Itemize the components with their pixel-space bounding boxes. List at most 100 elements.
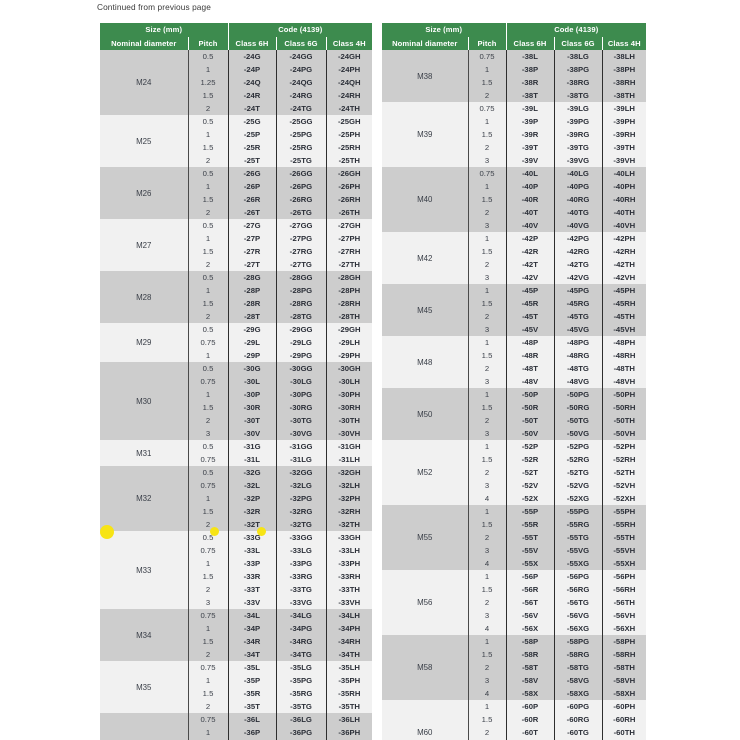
table-row[interactable]: 2 -50T -50TG -50TH bbox=[382, 414, 647, 427]
table-row[interactable]: 1.5 -52R -52RG -52RH bbox=[382, 453, 647, 466]
table-row[interactable]: 1 -29P -29PG -29PH bbox=[100, 349, 373, 362]
table-row[interactable]: 1.5 -40R -40RG -40RH bbox=[382, 193, 647, 206]
table-row[interactable]: 3 -48V -48VG -48VH bbox=[382, 375, 647, 388]
table-row[interactable]: 1.5 -55R -55RG -55RH bbox=[382, 518, 647, 531]
table-row[interactable]: 2 -40T -40TG -40TH bbox=[382, 206, 647, 219]
table-row[interactable]: M29 0.5 -29G -29GG -29GH bbox=[100, 323, 373, 362]
table-row[interactable]: 4 -55X -55XG -55XH bbox=[382, 557, 647, 570]
table-row[interactable]: M58 1 -58P -58PG -58PH bbox=[382, 635, 647, 700]
table-row[interactable]: 3 -42V -42VG -42VH bbox=[382, 271, 647, 284]
table-row[interactable]: 2 -48T -48TG -48TH bbox=[382, 362, 647, 375]
table-row[interactable]: 2 -38T -38TG -38TH bbox=[382, 89, 647, 102]
table-row[interactable]: 1.5 -48R -48RG -48RH bbox=[382, 349, 647, 362]
table-row[interactable]: 4 -52X -52XG -52XH bbox=[382, 492, 647, 505]
table-row[interactable]: 1.25 -24Q -24QG -24QH bbox=[100, 76, 373, 89]
table-row[interactable]: 1.5 -33R -33RG -33RH bbox=[100, 570, 373, 583]
table-row[interactable]: 2 -26T -26TG -26TH bbox=[100, 206, 373, 219]
table-row[interactable]: 0.75 -29L -29LG -29LH bbox=[100, 336, 373, 349]
table-row[interactable]: 1.5 -38R -38RG -38RH bbox=[382, 76, 647, 89]
table-row[interactable]: 1.5 -30R -30RG -30RH bbox=[100, 401, 373, 414]
table-row[interactable]: 1 -26P -26PG -26PH bbox=[100, 180, 373, 193]
highlight-marker-class6h-33p[interactable] bbox=[257, 527, 266, 536]
table-row[interactable]: 1 -40P -40PG -40PH bbox=[382, 180, 647, 193]
table-row[interactable]: 3 -55V -55VG -55VH bbox=[382, 544, 647, 557]
table-row[interactable]: 2 -55T -55TG -55TH bbox=[382, 531, 647, 544]
table-row[interactable]: 1 -24P -24PG -24PH bbox=[100, 63, 373, 76]
table-row[interactable]: M52 1 -52P -52PG -52PH bbox=[382, 440, 647, 505]
table-row[interactable]: 2 -56T -56TG -56TH bbox=[382, 596, 647, 609]
table-row[interactable]: M40 0.75 -40L -40LG -40LH bbox=[382, 167, 647, 232]
table-row[interactable]: 2 -25T -25TG -25TH bbox=[100, 154, 373, 167]
table-row[interactable]: 2 -35T -35TG -35TH bbox=[100, 700, 373, 713]
table-row[interactable]: 2 -45T -45TG -45TH bbox=[382, 310, 647, 323]
table-row[interactable]: M360.75-36L-36LG-36LH bbox=[100, 713, 373, 740]
table-row[interactable]: 1.5 -32R -32RG -32RH bbox=[100, 505, 373, 518]
table-row[interactable]: 1.5 -35R -35RG -35RH bbox=[100, 687, 373, 700]
table-row[interactable]: 4 -56X -56XG -56XH bbox=[382, 622, 647, 635]
table-row[interactable]: M32 0.5 -32G -32GG -32GH bbox=[100, 466, 373, 531]
highlight-marker-row-m33[interactable] bbox=[100, 525, 114, 539]
table-row[interactable]: 1.5 -28R -28RG -28RH bbox=[100, 297, 373, 310]
table-row[interactable]: 2 -33T -33TG -33TH bbox=[100, 583, 373, 596]
table-row[interactable]: 1 -33P -33PG -33PH bbox=[100, 557, 373, 570]
table-row[interactable]: 1.5 -56R -56RG -56RH bbox=[382, 583, 647, 596]
table-row[interactable]: 2 -42T -42TG -42TH bbox=[382, 258, 647, 271]
table-row[interactable]: M27 0.5 -27G -27GG -27GH bbox=[100, 219, 373, 271]
table-row[interactable]: 0.75 -31L -31LG -31LH bbox=[100, 453, 373, 466]
table-row[interactable]: 1 -38P -38PG -38PH bbox=[382, 63, 647, 76]
table-row[interactable]: 2 -60T -60TG -60TH bbox=[382, 726, 647, 739]
table-row[interactable]: M26 0.5 -26G -26GG -26GH bbox=[100, 167, 373, 219]
table-row[interactable]: M56 1 -56P -56PG -56PH bbox=[382, 570, 647, 635]
table-row[interactable]: 2 -39T -39TG -39TH bbox=[382, 141, 647, 154]
table-row[interactable]: M31 0.5 -31G -31GG -31GH bbox=[100, 440, 373, 466]
table-row[interactable]: 1.5 -39R -39RG -39RH bbox=[382, 128, 647, 141]
table-row[interactable]: 1 -34P -34PG -34PH bbox=[100, 622, 373, 635]
table-row[interactable]: 2 -27T -27TG -27TH bbox=[100, 258, 373, 271]
table-row[interactable]: 2 -28T -28TG -28TH bbox=[100, 310, 373, 323]
table-row[interactable]: 1.5 -50R -50RG -50RH bbox=[382, 401, 647, 414]
table-row[interactable]: M39 0.75 -39L -39LG -39LH bbox=[382, 102, 647, 167]
table-row[interactable]: 2 -24T -24TG -24TH bbox=[100, 102, 373, 115]
highlight-marker-pitch-1[interactable] bbox=[210, 527, 219, 536]
table-row[interactable]: 1 -36P -36PG -36PH bbox=[100, 726, 373, 739]
table-row[interactable]: 1 -27P -27PG -27PH bbox=[100, 232, 373, 245]
table-row[interactable]: 1.5 -58R -58RG -58RH bbox=[382, 648, 647, 661]
table-row[interactable]: 3 -39V -39VG -39VH bbox=[382, 154, 647, 167]
table-row[interactable]: 2 -52T -52TG -52TH bbox=[382, 466, 647, 479]
table-row[interactable]: 3 -33V -33VG -33VH bbox=[100, 596, 373, 609]
table-row[interactable]: M60 1 -60P -60PG -60PH bbox=[382, 700, 647, 740]
table-row[interactable]: M38 0.75 -38L -38LG -38LH bbox=[382, 50, 647, 102]
table-row[interactable]: 1 -35P -35PG -35PH bbox=[100, 674, 373, 687]
table-row[interactable]: M55 1 -55P -55PG -55PH bbox=[382, 505, 647, 570]
table-row[interactable]: 1.5 -42R -42RG -42RH bbox=[382, 245, 647, 258]
table-row[interactable]: 1 -39P -39PG -39PH bbox=[382, 115, 647, 128]
table-row[interactable]: 2 -58T -58TG -58TH bbox=[382, 661, 647, 674]
table-row[interactable]: M50 1 -50P -50PG -50PH bbox=[382, 388, 647, 440]
table-row[interactable]: M25 0.5 -25G -25GG -25GH bbox=[100, 115, 373, 167]
table-row[interactable]: M45 1 -45P -45PG -45PH bbox=[382, 284, 647, 336]
table-row[interactable]: 3 -40V -40VG -40VH bbox=[382, 219, 647, 232]
table-row[interactable]: 3 -30V -30VG -30VH bbox=[100, 427, 373, 440]
table-row[interactable]: 1.5 -26R -26RG -26RH bbox=[100, 193, 373, 206]
table-row[interactable]: 1.5 -60R -60RG -60RH bbox=[382, 713, 647, 726]
table-row[interactable]: M34 0.75 -34L -34LG -34LH bbox=[100, 609, 373, 661]
table-row[interactable]: 3 -45V -45VG -45VH bbox=[382, 323, 647, 336]
table-row[interactable]: 3 -56V -56VG -56VH bbox=[382, 609, 647, 622]
table-row[interactable]: M42 1 -42P -42PG -42PH bbox=[382, 232, 647, 284]
table-row[interactable]: M48 1 -48P -48PG -48PH bbox=[382, 336, 647, 388]
table-row[interactable]: 1.5 -27R -27RG -27RH bbox=[100, 245, 373, 258]
table-row[interactable]: M30 0.5 -30G -30GG -30GH bbox=[100, 362, 373, 440]
table-row[interactable]: 3 -50V -50VG -50VH bbox=[382, 427, 647, 440]
table-row[interactable]: M28 0.5 -28G -28GG -28GH bbox=[100, 271, 373, 323]
table-row[interactable]: 1 -28P -28PG -28PH bbox=[100, 284, 373, 297]
table-row[interactable]: 1.5 -25R -25RG -25RH bbox=[100, 141, 373, 154]
table-row[interactable]: 3 -58V -58VG -58VH bbox=[382, 674, 647, 687]
table-row[interactable]: 3 -52V -52VG -52VH bbox=[382, 479, 647, 492]
table-row[interactable]: 1 -32P -32PG -32PH bbox=[100, 492, 373, 505]
table-row[interactable]: M33 0.5 -33G -33GG -33GH bbox=[100, 531, 373, 609]
table-row[interactable]: 2 -30T -30TG -30TH bbox=[100, 414, 373, 427]
table-row[interactable]: 1 -30P -30PG -30PH bbox=[100, 388, 373, 401]
table-row[interactable]: 0.75 -32L -32LG -32LH bbox=[100, 479, 373, 492]
table-row[interactable]: M35 0.75 -35L -35LG -35LH bbox=[100, 661, 373, 713]
table-row[interactable]: 1 -25P -25PG -25PH bbox=[100, 128, 373, 141]
